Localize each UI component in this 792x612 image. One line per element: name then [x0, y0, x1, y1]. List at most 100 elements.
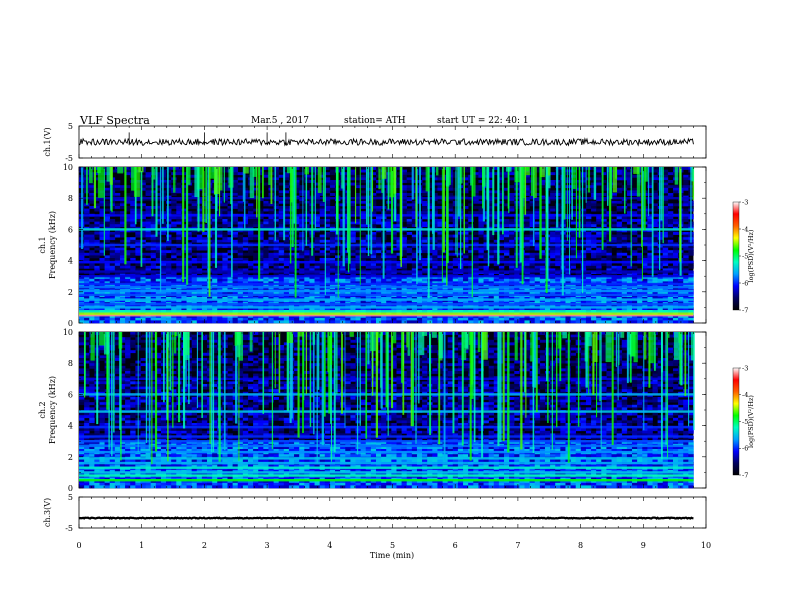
spectrogram-cell	[309, 265, 315, 269]
spectrogram-cell	[370, 265, 377, 269]
spectrogram-cell	[647, 180, 653, 183]
spectrogram-cell	[237, 206, 244, 209]
spectrogram-cell	[89, 245, 95, 248]
spectrogram-cell	[483, 193, 489, 196]
spectrogram-cell	[652, 237, 658, 241]
spectrogram-cell	[314, 216, 320, 220]
spectrogram-cell	[447, 299, 454, 303]
spectrogram-cell	[155, 252, 162, 256]
ch1-waveform-frame	[78, 125, 707, 159]
spectrogram-cell	[212, 219, 218, 222]
spectrogram-cell	[411, 169, 418, 173]
spectrogram-cell	[196, 234, 203, 238]
spectrogram-cell	[329, 172, 336, 176]
spectrogram-cell	[319, 172, 326, 176]
spectrogram-cell	[365, 299, 372, 303]
spectrogram-cell	[145, 299, 151, 303]
spectrogram-cell	[273, 221, 279, 225]
spectrogram-cell	[309, 299, 315, 303]
spectrogram-cell	[119, 265, 126, 269]
ch3-waveform-frame	[78, 496, 707, 529]
spectrogram-cell	[662, 169, 669, 173]
spectrogram-cell	[524, 239, 530, 243]
spectrogram-cell	[637, 229, 643, 233]
spectrogram-cell	[119, 252, 126, 256]
spectrogram-cell	[591, 237, 597, 241]
spectrogram-cell	[493, 255, 500, 259]
spectrogram-cell	[273, 177, 279, 181]
spectrogram-cell	[539, 252, 546, 256]
spectrogram-cell	[483, 276, 489, 280]
spectrogram-cell	[355, 284, 361, 287]
spectrogram-cell	[667, 193, 674, 196]
spectrogram-cell	[314, 229, 320, 233]
spectrogram-cell	[647, 239, 653, 243]
spectrogram-cell	[186, 229, 192, 233]
spectrogram-cell	[637, 255, 643, 259]
spectrogram-cell	[324, 182, 331, 186]
spectrogram-cell	[555, 291, 561, 295]
spectrogram-cell	[324, 216, 331, 220]
spectrogram-cell	[524, 216, 530, 220]
spectrogram-cell	[319, 245, 326, 248]
spectrogram-cell	[253, 187, 259, 191]
spectrogram-cell	[283, 291, 290, 295]
spectrogram-cell	[355, 211, 361, 215]
spectrogram-cell	[534, 187, 541, 191]
spectrogram-cell	[626, 247, 633, 251]
spectrogram-cell	[386, 208, 392, 212]
spectrogram-cell	[391, 276, 397, 280]
spectrogram-cell	[94, 172, 100, 176]
spectrogram-cell	[488, 185, 495, 189]
spectrogram-cell	[498, 216, 505, 220]
spectrogram-cell	[273, 258, 279, 261]
spectrogram-cell	[580, 182, 587, 186]
spectrogram-cell	[550, 206, 556, 209]
spectrogram-cell	[580, 245, 587, 248]
spectrogram-cell	[662, 299, 669, 303]
spectrogram-cell	[534, 177, 541, 181]
spectrogram-cell	[294, 265, 300, 269]
spectrogram-cell	[632, 232, 638, 235]
spectrogram-cell	[672, 255, 679, 259]
spectrogram-cell	[119, 245, 126, 248]
spectrogram-cell	[498, 211, 505, 215]
spectrogram-cell	[657, 263, 664, 267]
spectrogram-cell	[519, 284, 525, 287]
spectrogram-cell	[94, 247, 100, 251]
spectrogram-cell	[309, 278, 315, 282]
spectrogram-cell	[427, 250, 433, 254]
spectrogram-cell	[626, 208, 633, 212]
spectrogram-cell	[176, 237, 182, 241]
spectrogram-cell	[114, 276, 121, 280]
spectrogram-cell	[422, 172, 428, 176]
spectrogram-cell	[493, 216, 500, 220]
spectrogram-cell	[534, 203, 541, 207]
spectrogram-cell	[370, 258, 377, 261]
spectrogram-cell	[406, 250, 413, 254]
spectrogram-cell	[498, 224, 505, 228]
spectrogram-cell	[84, 232, 90, 235]
spectrogram-cell	[222, 234, 228, 238]
spectrogram-cell	[130, 291, 136, 295]
spectrogram-cell	[155, 239, 162, 243]
spectrogram-cell	[447, 198, 454, 202]
spectrogram-cell	[596, 250, 602, 254]
spectrogram-cell	[79, 291, 85, 295]
spectrogram-cell	[227, 206, 233, 209]
spectrogram-cell	[442, 167, 448, 170]
spectrogram-cell	[329, 263, 336, 267]
spectrogram-cell	[171, 252, 177, 256]
spectrogram-cell	[171, 229, 177, 233]
spectrogram-cell	[176, 221, 182, 225]
spectrogram-cell	[662, 258, 669, 261]
spectrogram-cell	[227, 232, 233, 235]
spectrogram-cell	[329, 180, 336, 183]
spectrogram-cell	[611, 193, 617, 196]
spectrogram-cell	[222, 245, 228, 248]
spectrogram-cell	[534, 229, 541, 233]
spectrogram-cell	[544, 291, 551, 295]
spectrogram-cell	[401, 200, 408, 204]
spectrogram-cell	[555, 276, 561, 280]
spectrogram-cell	[432, 219, 438, 222]
